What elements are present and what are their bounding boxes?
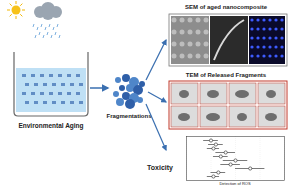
svg-text:Toxicity: Toxicity: [147, 164, 173, 172]
html-text:Detection of ROS: Detection of ROS: [219, 181, 251, 186]
svg-text:Environmental Aging: Environmental Aging: [18, 122, 83, 130]
svg-text:TEM of Released Fragments: TEM of Released Fragments: [186, 72, 267, 78]
svg-text:Fragmentations: Fragmentations: [106, 113, 152, 119]
svg-text:SEM of aged nanocomposite: SEM of aged nanocomposite: [185, 4, 268, 10]
